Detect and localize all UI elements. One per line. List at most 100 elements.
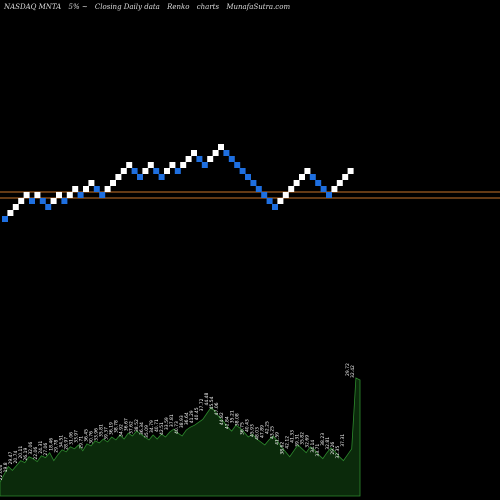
volume-label: 45.54 <box>209 396 215 409</box>
volume-label: 33.96 <box>94 428 100 441</box>
ticker-label: NASDAQ MNTA <box>4 3 62 11</box>
reference-lines <box>0 191 500 199</box>
volume-label: 33.59 <box>164 417 170 430</box>
renko-brick <box>77 192 84 198</box>
volume-label: 29.26 <box>330 442 336 455</box>
chart-header: NASDAQ MNTA 5% ~ Closing Daily data Renk… <box>4 3 295 11</box>
volume-label: 35.09 <box>144 425 150 438</box>
volume-label: 34.79 <box>149 420 155 433</box>
renko-brick <box>191 150 197 156</box>
renko-brick <box>223 150 230 156</box>
volume-label: 34.92 <box>119 424 125 437</box>
volume-label: 41.33 <box>290 430 296 443</box>
renko-brick <box>331 186 338 192</box>
renko-brick <box>153 168 160 174</box>
renko-brick <box>110 180 116 186</box>
renko-brick <box>315 180 322 186</box>
renko-brick <box>158 174 165 180</box>
volume-label: 38.93 <box>179 415 185 428</box>
volume-panel <box>0 377 361 497</box>
renko-brick <box>39 198 46 204</box>
renko-brick <box>326 192 332 198</box>
volume-label: 42.84 <box>224 416 230 429</box>
renko-brick <box>228 156 235 162</box>
renko-brick <box>104 186 111 192</box>
renko-brick <box>347 168 354 174</box>
volume-label: 26.19 <box>23 448 29 461</box>
renko-brick <box>164 168 170 174</box>
renko-brick <box>72 186 79 192</box>
renko-brick <box>320 186 327 192</box>
renko-brick <box>7 210 14 216</box>
volume-label: 30.76 <box>89 431 95 444</box>
renko-brick <box>174 168 181 174</box>
renko-brick <box>34 192 41 198</box>
volume-label: 29.72 <box>345 363 351 376</box>
renko-brick <box>250 180 257 186</box>
renko-brick <box>218 144 224 150</box>
renko-brick <box>50 198 57 204</box>
volume-label: 38.78 <box>114 420 120 433</box>
volume-label: 28.97 <box>63 437 69 450</box>
volume-label: 27.06 <box>43 443 49 456</box>
renko-brick <box>142 168 149 174</box>
volume-label: 40.43 <box>244 419 250 432</box>
volume-label: 24.31 <box>38 441 44 454</box>
renko-brick <box>88 180 95 186</box>
volume-label: 33.97 <box>73 430 79 443</box>
renko-brick <box>61 198 68 204</box>
volume-label: 38.62 <box>280 442 286 455</box>
volume-label: 36.45 <box>83 429 89 442</box>
renko-brick <box>239 168 246 174</box>
renko-brick <box>196 156 203 162</box>
renko-brick <box>147 162 154 168</box>
renko-brick <box>12 204 19 210</box>
volume-label: 39.31 <box>295 434 301 447</box>
renko-brick <box>2 216 8 222</box>
volume-label: 42.25 <box>265 421 271 434</box>
volume-label: 40.71 <box>154 419 160 432</box>
volume-label: 45.93 <box>249 424 255 437</box>
volume-label: 29.78 <box>53 440 59 453</box>
volume-label: 47.06 <box>214 402 220 415</box>
volume-label: 34.51 <box>58 435 64 448</box>
volume-label: 47.89 <box>259 425 265 438</box>
volume-label: 34.14 <box>310 440 316 453</box>
renko-brick <box>185 156 192 162</box>
volume-label: 32.06 <box>28 442 34 455</box>
volume-label: 41.59 <box>275 432 281 445</box>
renko-bricks <box>2 144 354 222</box>
volume-label: 44.82 <box>219 412 225 425</box>
renko-brick <box>272 204 278 210</box>
renko-brick <box>56 192 62 198</box>
renko-brick <box>212 150 219 156</box>
volume-label: 36.75 <box>239 422 245 435</box>
volume-label: 37.62 <box>129 421 135 434</box>
volume-label: 48.03 <box>254 427 260 440</box>
volume-label: 40.73 <box>174 421 180 434</box>
volume-label: 36.67 <box>124 418 130 431</box>
volume-label: 32.81 <box>325 437 331 450</box>
volume-label: 36.19 <box>109 422 115 435</box>
renko-brick <box>245 174 251 180</box>
renko-brick <box>299 174 305 180</box>
data-desc-label: Closing Daily data <box>94 3 160 11</box>
volume-label: 20.11 <box>18 446 24 459</box>
renko-brick <box>282 192 289 198</box>
renko-brick <box>277 198 284 204</box>
volume-label: 36.34 <box>139 422 145 435</box>
volume-label: 18.46 <box>48 438 54 451</box>
renko-brick <box>201 162 208 168</box>
renko-brick <box>93 186 100 192</box>
volume-label: 19.8 <box>3 462 9 472</box>
charts-label: charts <box>196 3 220 11</box>
renko-brick <box>126 162 133 168</box>
renko-brick <box>99 192 106 198</box>
renko-brick <box>207 156 214 162</box>
volume-label: 43.25 <box>270 426 276 439</box>
renko-brick <box>45 204 52 210</box>
volume-area <box>0 377 361 497</box>
renko-brick <box>131 168 138 174</box>
volume-label: 37.72 <box>199 398 205 411</box>
volume-label: 39.37 <box>104 427 110 440</box>
